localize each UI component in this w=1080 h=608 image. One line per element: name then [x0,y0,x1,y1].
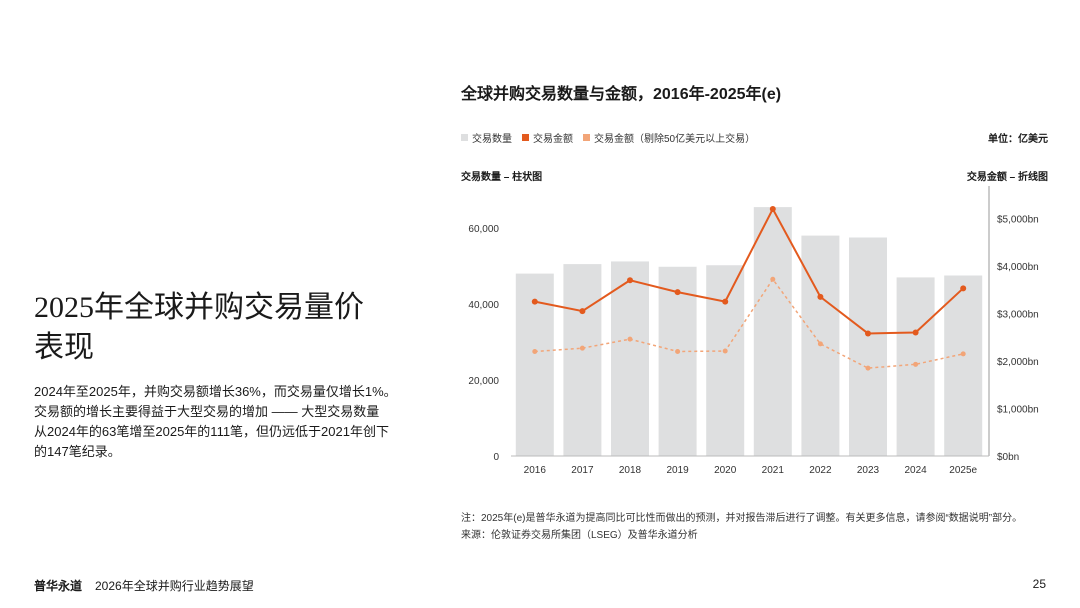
right-tick-label: $5,000bn [997,215,1039,226]
x-tick-label: 2024 [904,465,927,476]
left-tick-label: 60,000 [468,224,499,235]
right-tick-label: $0bn [997,452,1019,463]
point-adjusted-2017 [579,345,585,351]
point-adjusted-2019 [675,349,681,354]
right-tick-label: $1,000bn [997,405,1039,416]
point-value-2019 [674,289,681,296]
x-tick-label: 2016 [524,465,547,476]
legend-item-deal-value-adjusted: 交易金额（剔除50亿美元以上交易） [583,130,755,145]
legend-label: 交易数量 [472,134,512,145]
point-adjusted-2023 [865,365,871,371]
point-value-2022 [817,293,824,300]
unit-label: 单位：亿美元 [988,134,1048,145]
x-tick-label: 2025e [949,465,977,476]
x-tick-label: 2022 [809,465,832,476]
x-tick-label: 2021 [762,465,785,476]
section-heading: 2025年全球并购交易量价 表现 [34,288,424,368]
point-adjusted-2016 [532,349,538,354]
point-adjusted-2025e [960,351,966,357]
section-heading-line1: 2025年全球并购交易量价 [34,291,364,324]
point-value-2016 [531,298,538,305]
body-line: 的147笔纪录。 [34,444,121,459]
chart-note: 注：2025年(e)是普华永道为提高同比可比性而做出的预测，并对报告滞后进行了调… [461,513,1023,524]
bar-2023 [849,237,887,456]
bar-2019 [658,266,697,456]
legend-label: 交易金额（剔除50亿美元以上交易） [594,134,756,145]
point-value-2021 [769,206,776,212]
bar-2021 [753,207,792,456]
right-tick-label: $4,000bn [997,262,1039,273]
point-adjusted-2022 [817,341,823,347]
left-tick-label: 20,000 [468,376,499,387]
legend-item-deal-volume: 交易数量 [461,130,512,145]
section-body: 2024年至2025年，并购交易额增长36%，而交易量仅增长1%。 交易额的增长… [34,382,419,462]
legend-swatch-bar [461,134,468,141]
point-adjusted-2018 [627,336,633,342]
legend-swatch-line [522,134,529,141]
bar-2020 [706,265,745,456]
body-line: 从2024年的63笔增至2025年的111笔，但仍远低于2021年创下 [34,424,389,439]
point-value-2017 [579,308,586,315]
x-tick-label: 2018 [619,465,642,476]
point-value-2024 [912,329,919,336]
point-adjusted-2024 [913,361,919,367]
right-tick-label: $3,000bn [997,310,1039,321]
body-line: 2024年至2025年，并购交易额增长36%，而交易量仅增长1%。 [34,384,397,399]
series-line-deal-value [534,206,964,335]
right-axis-name: 交易金额 – 折线图 [966,172,1048,183]
point-value-2018 [627,277,633,284]
series-line-adjusted-value [534,277,964,369]
legend-item-deal-value: 交易金额 [522,130,573,145]
footer-report-title: 2026年全球并购行业趋势展望 [95,579,254,593]
section-heading-line2: 表现 [34,331,94,364]
left-axis-name: 交易数量 – 柱状图 [461,172,543,183]
point-value-2020 [722,298,729,305]
x-tick-label: 2020 [714,465,737,476]
chart-source: 来源：伦敦证券交易所集团（LSEG）及普华永道分析 [461,530,698,541]
left-tick-label: 40,000 [468,300,499,311]
chart-legend: 交易数量 交易金额 交易金额（剔除50亿美元以上交易） [461,130,765,145]
footer-brand: 普华永道 [34,579,83,593]
x-tick-label: 2019 [666,465,689,476]
body-line: 交易额的增长主要得益于大型交易的增加 —— 大型交易数量 [34,404,380,419]
point-value-2023 [865,330,871,337]
bar-2025e [944,275,983,456]
legend-label: 交易金额 [533,134,573,145]
chart-notes: 注：2025年(e)是普华永道为提高同比可比性而做出的预测，并对报告滞后进行了调… [461,510,1022,544]
chart-title: 全球并购交易数量与金额，2016年-2025年(e) [461,86,782,103]
point-adjusted-2021 [770,276,776,282]
page-number: 25 [1032,577,1046,591]
bar-2017 [563,264,602,456]
legend-swatch-dashed-line [583,134,590,141]
x-tick-label: 2023 [857,465,880,476]
bar-2018 [611,261,649,456]
right-tick-label: $2,000bn [997,357,1039,368]
x-tick-label: 2017 [571,465,594,476]
left-tick-label: 0 [493,452,499,463]
point-value-2025e [960,285,967,292]
point-adjusted-2020 [722,348,728,354]
